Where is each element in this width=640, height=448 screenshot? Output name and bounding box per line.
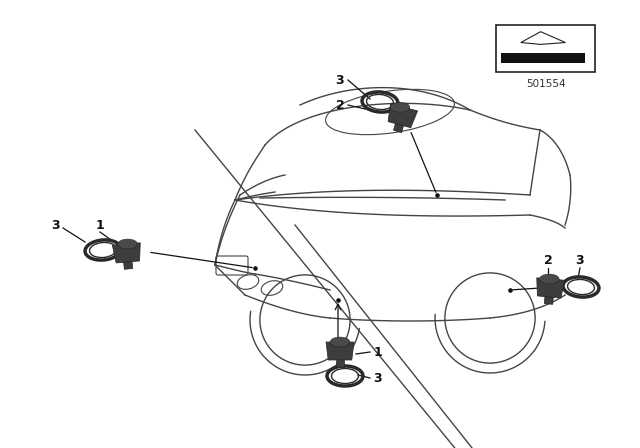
Polygon shape: [113, 243, 140, 263]
Text: 3: 3: [374, 371, 382, 384]
Ellipse shape: [118, 239, 138, 249]
Ellipse shape: [330, 337, 350, 347]
Polygon shape: [388, 103, 417, 128]
Bar: [501, 53, 585, 63]
Text: 2: 2: [543, 254, 552, 267]
Text: 1: 1: [374, 345, 382, 358]
Bar: [496, 25, 595, 72]
Ellipse shape: [390, 103, 410, 112]
Polygon shape: [336, 360, 344, 367]
Text: 3: 3: [336, 73, 344, 86]
Polygon shape: [537, 278, 564, 298]
Text: 501554: 501554: [526, 79, 565, 89]
Text: 3: 3: [51, 219, 60, 232]
Polygon shape: [326, 342, 354, 360]
Polygon shape: [124, 262, 132, 269]
Polygon shape: [545, 297, 554, 304]
Text: 3: 3: [576, 254, 584, 267]
Text: 1: 1: [95, 219, 104, 232]
Text: 2: 2: [335, 99, 344, 112]
Polygon shape: [394, 124, 403, 133]
Ellipse shape: [540, 274, 559, 284]
